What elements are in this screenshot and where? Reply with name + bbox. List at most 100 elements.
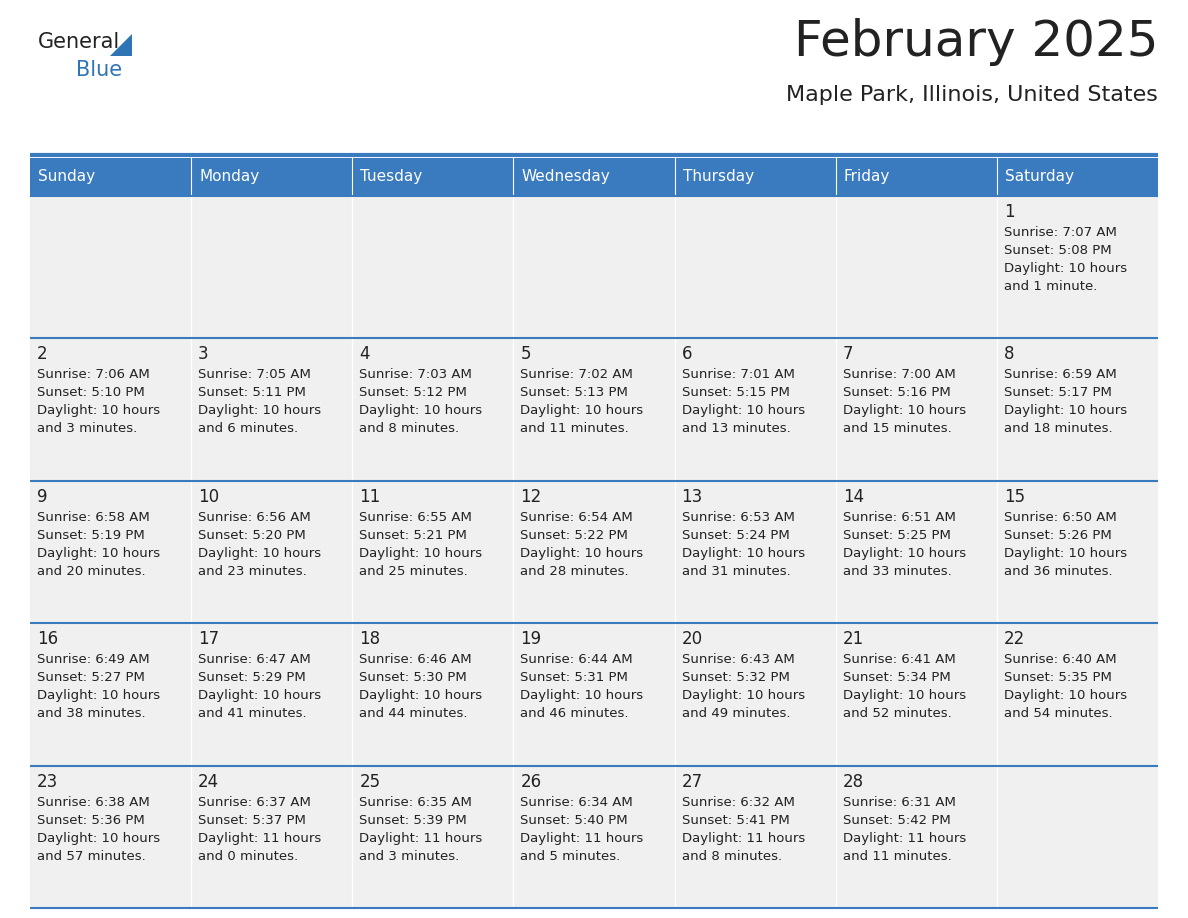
- Text: Daylight: 10 hours: Daylight: 10 hours: [198, 405, 321, 418]
- Text: 12: 12: [520, 487, 542, 506]
- Text: Sunrise: 6:35 AM: Sunrise: 6:35 AM: [359, 796, 472, 809]
- Text: Daylight: 10 hours: Daylight: 10 hours: [842, 689, 966, 702]
- Text: 25: 25: [359, 773, 380, 790]
- Text: Sunset: 5:42 PM: Sunset: 5:42 PM: [842, 813, 950, 826]
- Text: and 49 minutes.: and 49 minutes.: [682, 707, 790, 721]
- Text: Sunrise: 6:31 AM: Sunrise: 6:31 AM: [842, 796, 955, 809]
- Text: and 0 minutes.: and 0 minutes.: [198, 849, 298, 863]
- Text: Sunrise: 6:44 AM: Sunrise: 6:44 AM: [520, 654, 633, 666]
- Text: Sunrise: 6:49 AM: Sunrise: 6:49 AM: [37, 654, 150, 666]
- Bar: [30, 339, 1158, 481]
- Text: Daylight: 10 hours: Daylight: 10 hours: [198, 547, 321, 560]
- Text: and 8 minutes.: and 8 minutes.: [682, 849, 782, 863]
- Text: and 11 minutes.: and 11 minutes.: [842, 849, 952, 863]
- Text: 10: 10: [198, 487, 220, 506]
- Text: Sunrise: 7:02 AM: Sunrise: 7:02 AM: [520, 368, 633, 381]
- Text: Daylight: 10 hours: Daylight: 10 hours: [520, 547, 644, 560]
- Text: 28: 28: [842, 773, 864, 790]
- Text: 8: 8: [1004, 345, 1015, 364]
- Text: Sunrise: 7:01 AM: Sunrise: 7:01 AM: [682, 368, 795, 381]
- Text: 26: 26: [520, 773, 542, 790]
- Text: and 20 minutes.: and 20 minutes.: [37, 565, 146, 577]
- Bar: [191, 158, 353, 196]
- Text: Sunset: 5:31 PM: Sunset: 5:31 PM: [520, 671, 628, 684]
- Text: Daylight: 10 hours: Daylight: 10 hours: [842, 405, 966, 418]
- Bar: [30, 158, 191, 196]
- Text: Sunrise: 6:37 AM: Sunrise: 6:37 AM: [198, 796, 311, 809]
- Text: Sunrise: 6:56 AM: Sunrise: 6:56 AM: [198, 510, 311, 524]
- Text: Sunrise: 7:05 AM: Sunrise: 7:05 AM: [198, 368, 311, 381]
- Text: Sunset: 5:21 PM: Sunset: 5:21 PM: [359, 529, 467, 542]
- Text: Sunset: 5:13 PM: Sunset: 5:13 PM: [520, 386, 628, 399]
- Text: and 41 minutes.: and 41 minutes.: [198, 707, 307, 721]
- Text: Sunrise: 6:55 AM: Sunrise: 6:55 AM: [359, 510, 472, 524]
- Text: 16: 16: [37, 630, 58, 648]
- Text: Daylight: 10 hours: Daylight: 10 hours: [682, 405, 804, 418]
- Text: Daylight: 11 hours: Daylight: 11 hours: [520, 832, 644, 845]
- Text: Sunrise: 6:59 AM: Sunrise: 6:59 AM: [1004, 368, 1117, 381]
- Text: and 3 minutes.: and 3 minutes.: [359, 849, 460, 863]
- Text: 14: 14: [842, 487, 864, 506]
- Text: Sunset: 5:27 PM: Sunset: 5:27 PM: [37, 671, 145, 684]
- Text: Sunset: 5:16 PM: Sunset: 5:16 PM: [842, 386, 950, 399]
- Text: Daylight: 10 hours: Daylight: 10 hours: [520, 405, 644, 418]
- Text: Maple Park, Illinois, United States: Maple Park, Illinois, United States: [786, 85, 1158, 105]
- Text: Daylight: 10 hours: Daylight: 10 hours: [359, 547, 482, 560]
- Text: and 57 minutes.: and 57 minutes.: [37, 849, 146, 863]
- Text: Saturday: Saturday: [1005, 170, 1074, 185]
- Text: Sunrise: 6:32 AM: Sunrise: 6:32 AM: [682, 796, 795, 809]
- Text: Sunrise: 6:50 AM: Sunrise: 6:50 AM: [1004, 510, 1117, 524]
- Text: Sunrise: 6:54 AM: Sunrise: 6:54 AM: [520, 510, 633, 524]
- Text: Sunset: 5:08 PM: Sunset: 5:08 PM: [1004, 244, 1112, 257]
- Text: Daylight: 10 hours: Daylight: 10 hours: [359, 689, 482, 702]
- Text: Thursday: Thursday: [683, 170, 753, 185]
- Text: Daylight: 11 hours: Daylight: 11 hours: [198, 832, 322, 845]
- Text: Daylight: 11 hours: Daylight: 11 hours: [682, 832, 804, 845]
- Text: Daylight: 10 hours: Daylight: 10 hours: [682, 547, 804, 560]
- Text: and 25 minutes.: and 25 minutes.: [359, 565, 468, 577]
- Text: Daylight: 10 hours: Daylight: 10 hours: [37, 547, 160, 560]
- Text: Sunrise: 6:40 AM: Sunrise: 6:40 AM: [1004, 654, 1117, 666]
- Text: Daylight: 10 hours: Daylight: 10 hours: [37, 689, 160, 702]
- Text: and 18 minutes.: and 18 minutes.: [1004, 422, 1112, 435]
- Text: Sunset: 5:12 PM: Sunset: 5:12 PM: [359, 386, 467, 399]
- Bar: [353, 158, 513, 196]
- Text: Friday: Friday: [843, 170, 890, 185]
- Text: Daylight: 10 hours: Daylight: 10 hours: [37, 832, 160, 845]
- Bar: [30, 481, 1158, 623]
- Text: and 44 minutes.: and 44 minutes.: [359, 707, 468, 721]
- Text: and 3 minutes.: and 3 minutes.: [37, 422, 138, 435]
- Text: 19: 19: [520, 630, 542, 648]
- Text: General: General: [38, 32, 120, 52]
- Text: Sunset: 5:24 PM: Sunset: 5:24 PM: [682, 529, 789, 542]
- Text: 20: 20: [682, 630, 702, 648]
- Text: 2: 2: [37, 345, 48, 364]
- Text: 1: 1: [1004, 203, 1015, 221]
- Text: Daylight: 10 hours: Daylight: 10 hours: [1004, 405, 1127, 418]
- Text: 15: 15: [1004, 487, 1025, 506]
- Text: Sunrise: 6:58 AM: Sunrise: 6:58 AM: [37, 510, 150, 524]
- Text: Sunset: 5:19 PM: Sunset: 5:19 PM: [37, 529, 145, 542]
- Text: Sunset: 5:10 PM: Sunset: 5:10 PM: [37, 386, 145, 399]
- Bar: [30, 623, 1158, 766]
- Text: Sunset: 5:15 PM: Sunset: 5:15 PM: [682, 386, 790, 399]
- Text: Sunrise: 6:46 AM: Sunrise: 6:46 AM: [359, 654, 472, 666]
- Text: and 23 minutes.: and 23 minutes.: [198, 565, 307, 577]
- Text: Sunset: 5:22 PM: Sunset: 5:22 PM: [520, 529, 628, 542]
- Text: 4: 4: [359, 345, 369, 364]
- Text: Sunset: 5:25 PM: Sunset: 5:25 PM: [842, 529, 950, 542]
- Text: Sunrise: 6:34 AM: Sunrise: 6:34 AM: [520, 796, 633, 809]
- Text: Sunset: 5:39 PM: Sunset: 5:39 PM: [359, 813, 467, 826]
- Text: Sunset: 5:41 PM: Sunset: 5:41 PM: [682, 813, 789, 826]
- Text: Daylight: 10 hours: Daylight: 10 hours: [1004, 689, 1127, 702]
- Text: Daylight: 10 hours: Daylight: 10 hours: [198, 689, 321, 702]
- Text: Daylight: 11 hours: Daylight: 11 hours: [842, 832, 966, 845]
- Bar: [835, 158, 997, 196]
- Text: and 52 minutes.: and 52 minutes.: [842, 707, 952, 721]
- Text: Sunset: 5:32 PM: Sunset: 5:32 PM: [682, 671, 790, 684]
- Text: 6: 6: [682, 345, 693, 364]
- Text: Wednesday: Wednesday: [522, 170, 611, 185]
- Text: Daylight: 10 hours: Daylight: 10 hours: [359, 405, 482, 418]
- Text: Daylight: 10 hours: Daylight: 10 hours: [37, 405, 160, 418]
- Text: February 2025: February 2025: [794, 18, 1158, 66]
